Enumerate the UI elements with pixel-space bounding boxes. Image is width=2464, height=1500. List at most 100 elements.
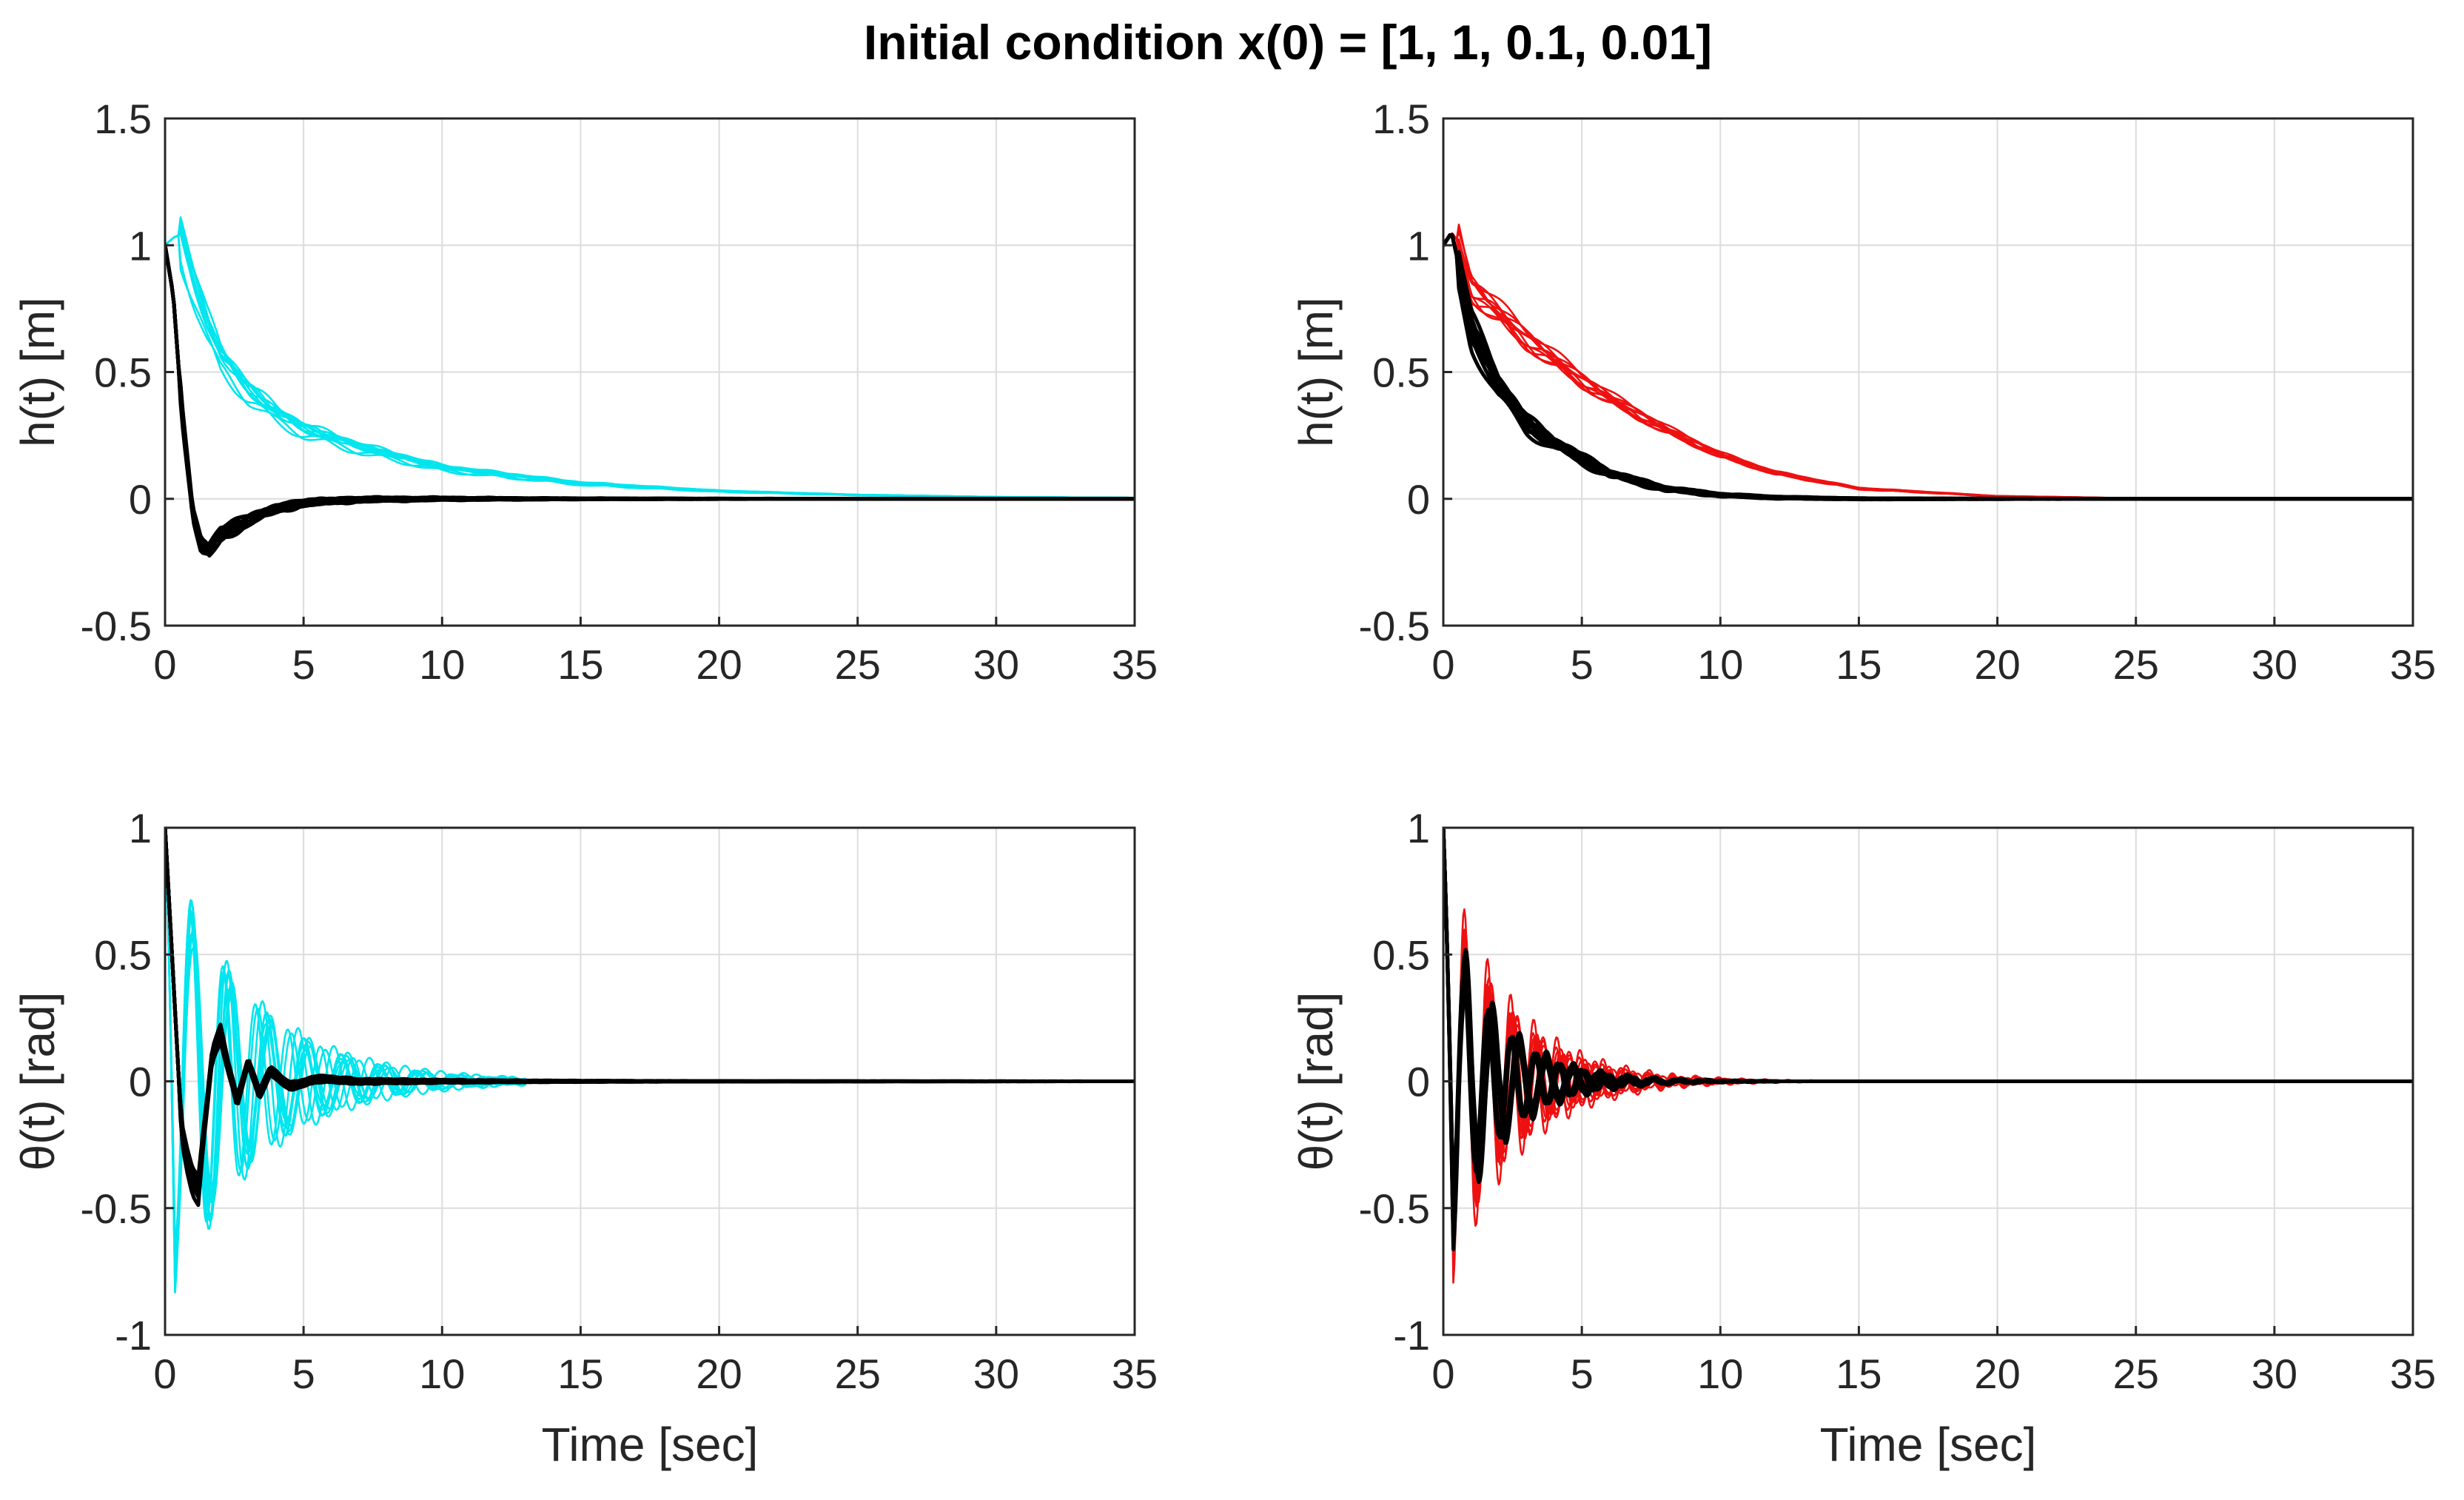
x-tick-label: 0 (1431, 1350, 1454, 1397)
y-axis-label: h(t) [m] (11, 297, 64, 447)
x-tick-label: 0 (153, 1350, 176, 1397)
series-line-black-runs-1 (165, 828, 1135, 1199)
series-line-black-runs-2 (165, 828, 1135, 1194)
series-line-cyan-runs-2 (165, 232, 1135, 499)
series-line-red-runs-3 (1443, 828, 2413, 1255)
series-line-black-runs-7 (1443, 828, 2413, 1240)
series-line-black-runs-8 (165, 828, 1135, 1208)
series-line-black-runs-1 (1443, 828, 2413, 1251)
series-line-black-runs-3 (165, 828, 1135, 1192)
series-line-black-runs-3 (1443, 828, 2413, 1205)
x-tick-label: 20 (696, 641, 742, 688)
panel-top-right: 0 5 10 15 20 25 30 35-0.500.511.5h(t) [m] (1289, 96, 2436, 688)
series-line-black-runs-5 (165, 243, 1135, 558)
y-tick-label: -1 (115, 1312, 152, 1359)
panel-bottom-right: 0 5 10 15 20 25 30 35 -1 -0.5 0 0.5 1 θ(t) [rad] Time … (1289, 805, 2436, 1471)
x-tick-label: 10 (1697, 1350, 1743, 1397)
series-line-red-runs-5 (1443, 828, 2413, 1242)
x-tick-label: 5 (292, 1350, 315, 1397)
x-tick-label: 25 (835, 641, 881, 688)
series-line-cyan-runs-9 (165, 225, 1135, 499)
series-line-cyan-runs-0 (165, 224, 1135, 499)
x-tick-label: 25 (2113, 1350, 2159, 1397)
series-line-red-runs-6 (1443, 828, 2413, 1253)
y-tick-label: 1 (129, 222, 152, 269)
y-tick-label: 0.5 (1372, 349, 1430, 396)
x-tick-label: 10 (1697, 641, 1743, 688)
series-line-black-runs-7 (165, 828, 1135, 1186)
series-line-red-runs-4 (1443, 828, 2413, 1239)
x-tick-label: 30 (973, 1350, 1019, 1397)
x-tick-label: 35 (1112, 641, 1158, 688)
series-line-black-runs-5 (1443, 828, 2413, 1223)
series-line-cyan-runs-1 (165, 228, 1135, 499)
x-tick-label: 20 (1974, 641, 2020, 688)
series-line-cyan-runs-3 (165, 234, 1135, 499)
series-line-cyan-runs-8 (165, 234, 1135, 499)
series-line-cyan-runs-3 (165, 828, 1135, 1277)
series-line-black-runs-6 (1443, 828, 2413, 1233)
y-tick-label: -1 (1393, 1312, 1430, 1359)
y-tick-label: 0.5 (94, 349, 152, 396)
x-tick-label: 20 (1974, 1350, 2020, 1397)
panel-top-left: 0 5 10 15 20 25 30 35-0.500.511.5h(t) [m] (11, 96, 1158, 688)
y-tick-label: 0.5 (94, 931, 152, 978)
y-axis-label: h(t) [m] (1289, 297, 1343, 447)
series-line-black-runs-9 (165, 243, 1135, 550)
y-tick-label: 1.5 (1372, 96, 1430, 142)
x-tick-label: 20 (696, 1350, 742, 1397)
y-tick-label: 0 (1407, 1059, 1430, 1105)
y-tick-label: -0.5 (81, 603, 152, 649)
x-tick-label: 15 (557, 641, 603, 688)
series-line-black-runs-4 (165, 828, 1135, 1179)
series-line-red-runs-9 (1443, 828, 2413, 1253)
y-tick-label: 1 (129, 805, 152, 851)
series-line-black-runs-9 (1443, 828, 2413, 1205)
x-tick-label: 10 (419, 1350, 465, 1397)
figure-title: Initial condition x(0) = [1, 1, 0.1, 0.0… (864, 15, 1712, 70)
y-tick-label: 0 (129, 476, 152, 523)
series-line-black-runs-1 (165, 243, 1135, 556)
x-tick-label: 10 (419, 641, 465, 688)
y-tick-label: -0.5 (1359, 1185, 1431, 1232)
series-line-cyan-runs-5 (165, 222, 1135, 499)
series-line-red-runs-2 (1443, 828, 2413, 1236)
x-tick-label: 35 (2390, 1350, 2436, 1397)
y-axis-label: θ(t) [rad] (1289, 992, 1343, 1171)
series-line-red-runs-8 (1443, 828, 2413, 1284)
panel-bottom-left: 0 5 10 15 20 25 30 35 -1 -0.5 0 0.5 1 θ(t) [rad] Time … (11, 805, 1158, 1471)
series-line-cyan-runs-6 (165, 216, 1135, 499)
series-line-black-runs-4 (1443, 828, 2413, 1216)
x-tick-label: 5 (292, 641, 315, 688)
y-tick-label: -0.5 (1359, 603, 1431, 649)
x-tick-label: 5 (1571, 641, 1594, 688)
series-line-cyan-runs-7 (165, 231, 1135, 499)
series-line-black-runs-0 (1443, 828, 2413, 1224)
x-tick-label: 35 (1112, 1350, 1158, 1397)
y-tick-label: 0.5 (1372, 931, 1430, 978)
y-tick-label: 1.5 (94, 96, 152, 142)
series-line-black-runs-2 (1443, 828, 2413, 1205)
series-line-cyan-runs-2 (165, 828, 1135, 1256)
y-tick-label: 1 (1407, 222, 1430, 269)
y-tick-label: -0.5 (81, 1185, 152, 1232)
series-line-black-runs-9 (165, 828, 1135, 1189)
x-tick-label: 30 (973, 641, 1019, 688)
x-tick-label: 25 (835, 1350, 881, 1397)
x-tick-label: 25 (2113, 641, 2159, 688)
series-line-cyan-runs-6 (165, 828, 1135, 1273)
x-tick-label: 15 (1836, 1350, 1881, 1397)
x-tick-label: 5 (1571, 1350, 1594, 1397)
series-line-black-runs-0 (165, 828, 1135, 1199)
x-tick-label: 35 (2390, 641, 2436, 688)
x-tick-label: 30 (2252, 1350, 2297, 1397)
series-line-black-runs-9 (1443, 233, 2413, 501)
y-axis-label: θ(t) [rad] (11, 992, 64, 1171)
y-tick-label: 0 (129, 1059, 152, 1105)
x-tick-label: 15 (1836, 641, 1881, 688)
x-tick-label: 0 (1431, 641, 1454, 688)
x-axis-label: Time [sec] (542, 1418, 759, 1471)
series-line-black-runs-6 (165, 828, 1135, 1185)
x-tick-label: 0 (153, 641, 176, 688)
